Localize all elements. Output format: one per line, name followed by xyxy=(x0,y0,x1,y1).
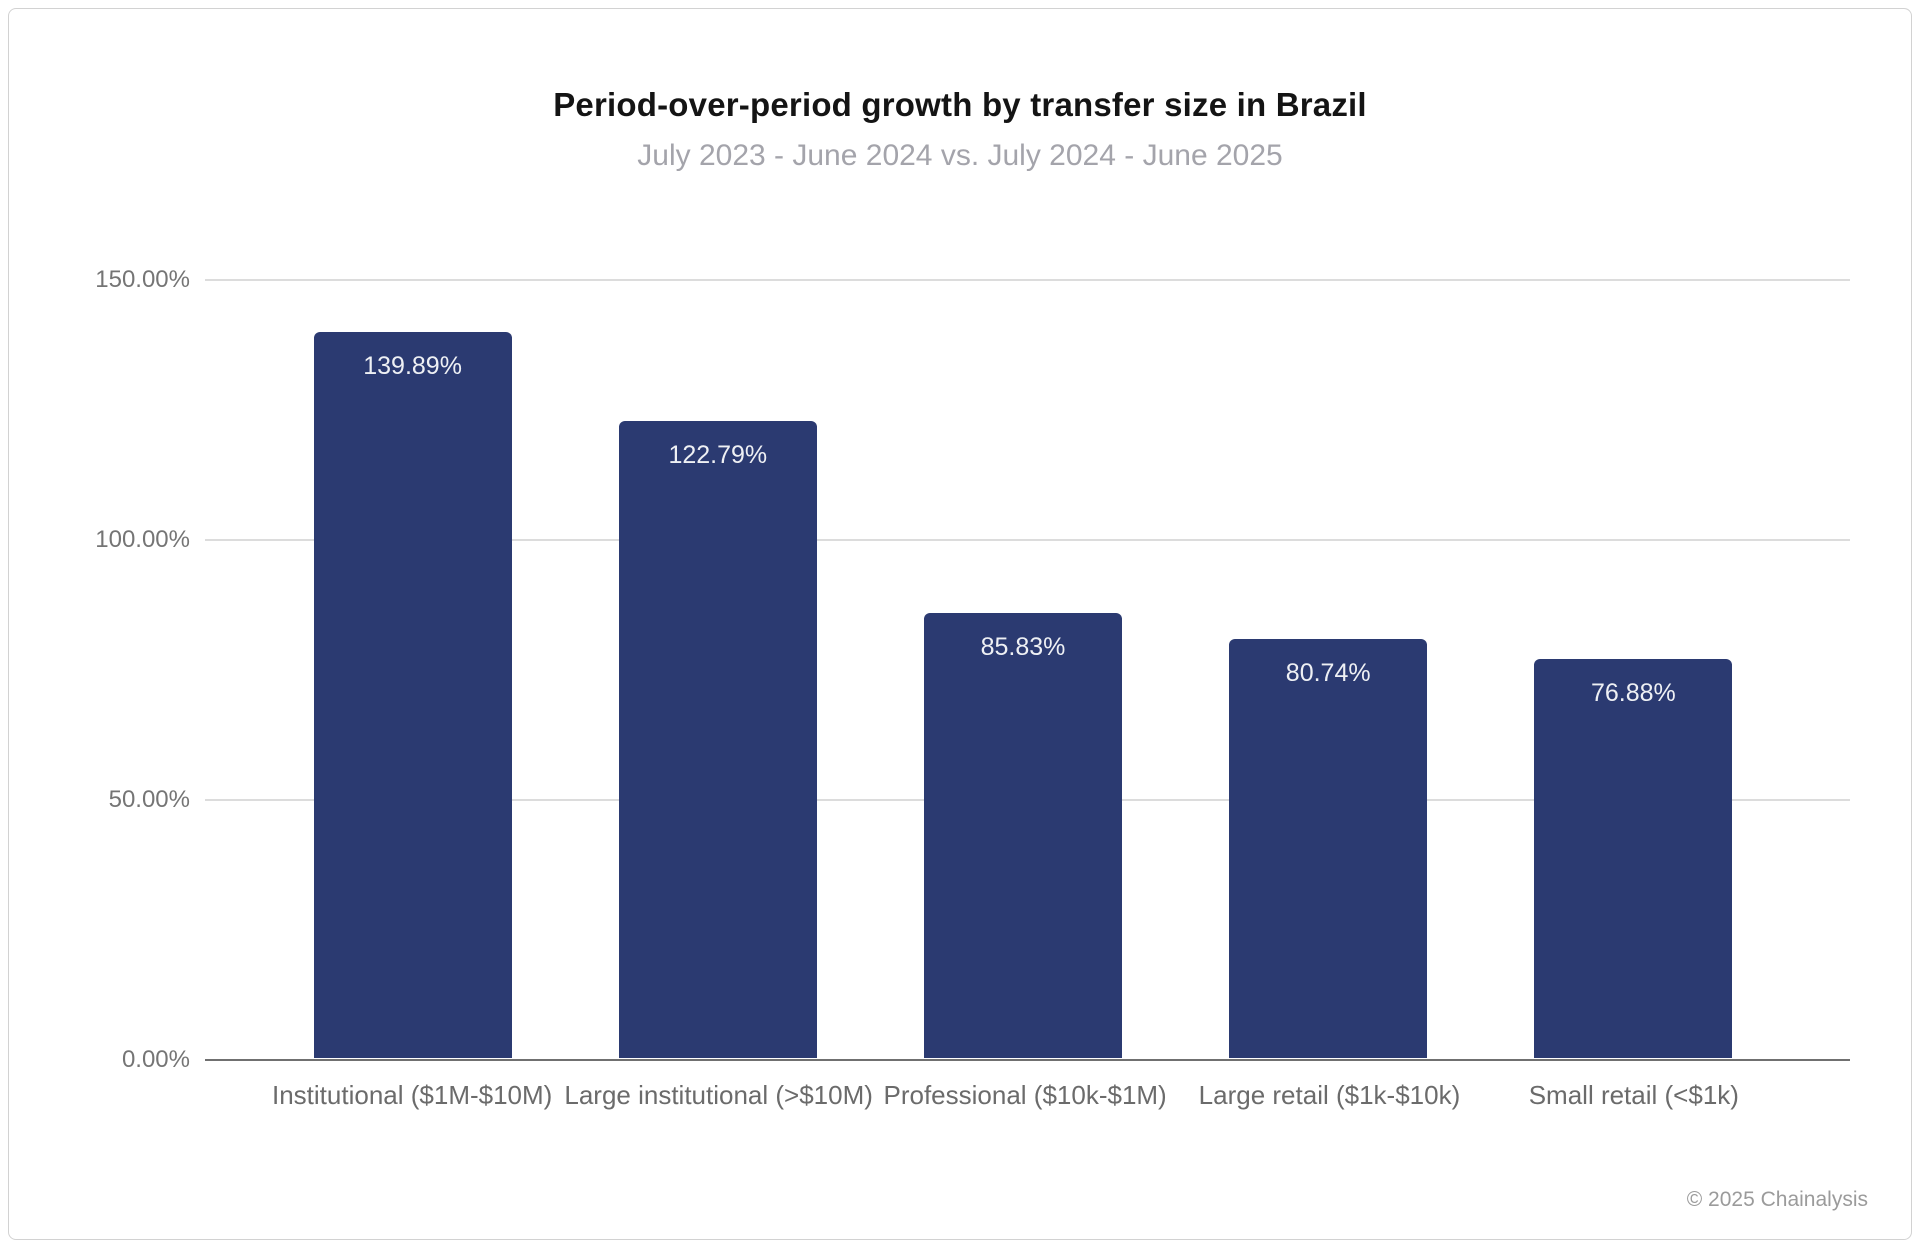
bar-slot: 85.83% xyxy=(870,280,1175,1058)
bar-slot: 80.74% xyxy=(1176,280,1481,1058)
bar-3: 80.74% xyxy=(1229,639,1428,1058)
y-tick-label: 150.00% xyxy=(95,266,190,293)
bar-2: 85.83% xyxy=(924,612,1122,1058)
plot-area: 0.00% 50.00% 100.00% 150.00% 139.89% 122.79%… xyxy=(95,266,1850,1110)
bar-0: 139.89% xyxy=(313,332,512,1058)
bar-4: 76.88% xyxy=(1534,659,1733,1058)
chart-subtitle: July 2023 - June 2024 vs. July 2024 - Ju… xyxy=(637,139,1283,172)
bar-slot: 122.79% xyxy=(565,280,870,1058)
bar-value-label: 139.89% xyxy=(363,352,462,381)
bar-slot: 139.89% xyxy=(260,280,565,1058)
bar-1: 122.79% xyxy=(618,421,817,1058)
bar-series: 139.89% 122.79% 85.83% 80.74% 76.88% xyxy=(260,280,1786,1058)
x-category-label: Professional ($10k-$1M) xyxy=(883,1080,1167,1110)
gridline-150 xyxy=(205,279,1850,281)
x-category-label: Large retail ($1k-$10k) xyxy=(1198,1080,1461,1110)
x-axis-category-labels: Institutional ($1M-$10M) Large institutio… xyxy=(260,1080,1786,1111)
y-tick-label: 50.00% xyxy=(108,785,190,813)
x-axis-line xyxy=(205,1059,1850,1061)
x-category-label: Small retail (<$1k) xyxy=(1528,1080,1739,1110)
y-tick-label: 100.00% xyxy=(95,525,190,553)
x-category-label: Institutional ($1M-$10M) xyxy=(272,1080,553,1110)
bar-value-label: 76.88% xyxy=(1591,679,1676,708)
bar-slot: 76.88% xyxy=(1481,280,1786,1058)
copyright-text: © 2025 Chainalysis xyxy=(1686,1188,1868,1211)
y-tick-label: 0.00% xyxy=(121,1046,190,1073)
bar-value-label: 85.83% xyxy=(980,632,1066,661)
bar-value-label: 80.74% xyxy=(1285,659,1371,688)
chart-title: Period-over-period growth by transfer si… xyxy=(553,86,1367,123)
x-category-label: Large institutional (>$10M) xyxy=(564,1080,873,1110)
gridline-100 xyxy=(205,538,1850,541)
bar-value-label: 122.79% xyxy=(668,441,768,470)
